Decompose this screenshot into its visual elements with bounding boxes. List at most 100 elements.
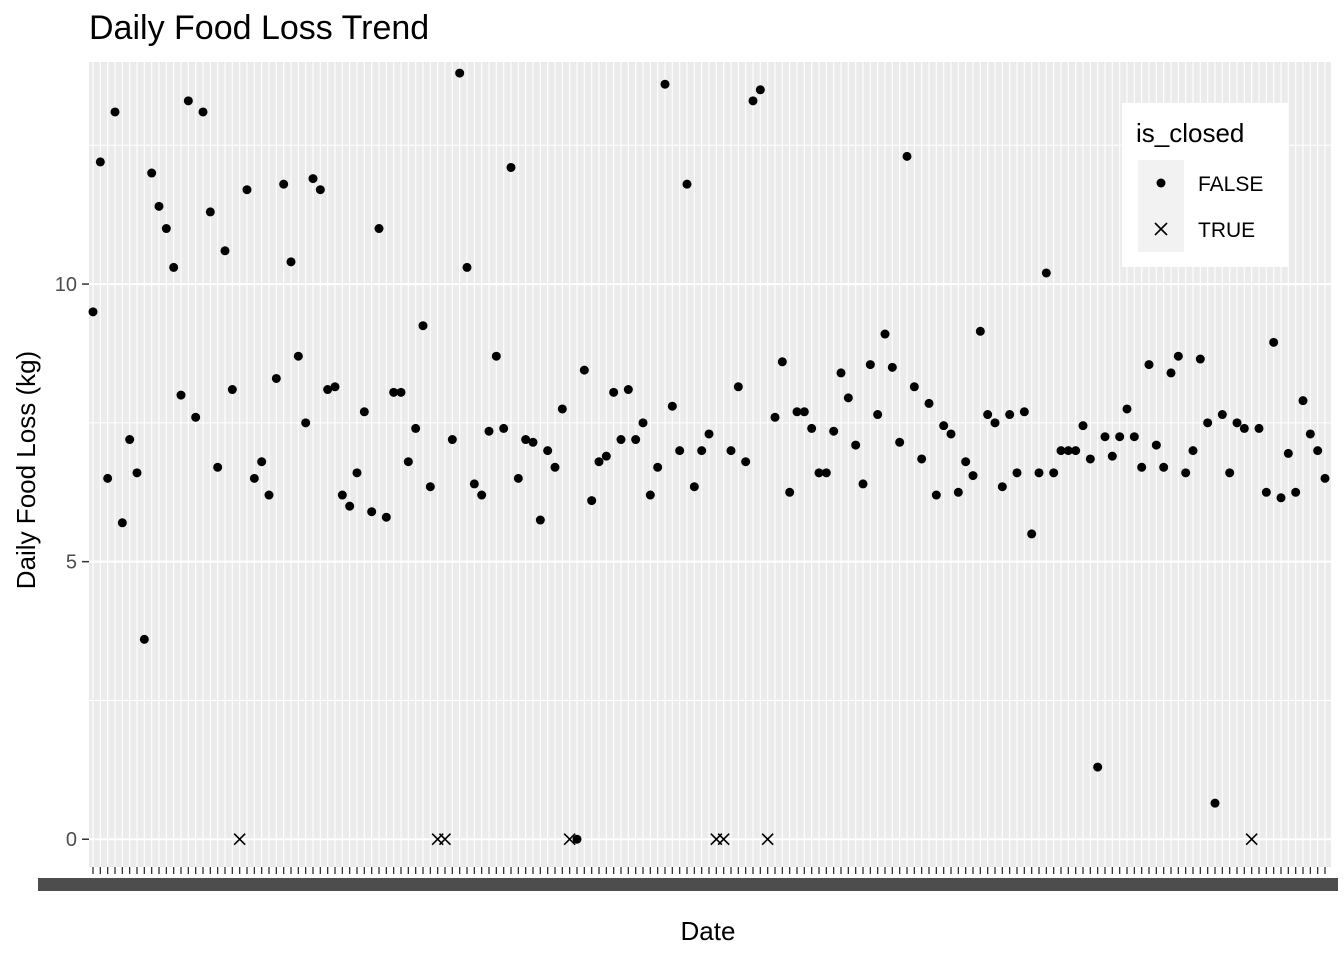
data-point-open bbox=[682, 179, 692, 189]
data-point-open bbox=[147, 168, 157, 178]
data-point-open bbox=[675, 446, 685, 456]
data-point-open bbox=[748, 96, 758, 106]
data-point-open bbox=[829, 426, 839, 436]
data-point-open bbox=[198, 107, 208, 117]
data-point-open bbox=[697, 446, 707, 456]
data-point-open bbox=[521, 435, 531, 445]
data-point-open bbox=[601, 451, 611, 461]
data-point-open bbox=[1239, 423, 1249, 433]
data-point-open bbox=[389, 387, 399, 397]
data-point-open bbox=[1034, 468, 1044, 478]
data-point-open bbox=[1151, 440, 1161, 450]
data-point-open bbox=[1115, 432, 1125, 442]
data-point-open bbox=[741, 457, 751, 467]
data-point-open bbox=[337, 490, 347, 500]
data-point-open bbox=[917, 454, 927, 464]
x-tick-labels-overlap bbox=[38, 878, 1338, 891]
data-point-open bbox=[821, 468, 831, 478]
data-point-open bbox=[425, 482, 435, 492]
data-point-open bbox=[704, 429, 714, 439]
data-point-open bbox=[1071, 446, 1081, 456]
data-point-open bbox=[1063, 446, 1073, 456]
data-point-open bbox=[946, 429, 956, 439]
data-point-open bbox=[667, 401, 677, 411]
data-point-open bbox=[88, 307, 98, 317]
data-point-open bbox=[403, 457, 413, 467]
legend-circle-icon bbox=[1156, 178, 1166, 188]
data-point-open bbox=[755, 85, 765, 95]
data-point-open bbox=[953, 487, 963, 497]
data-point-open bbox=[836, 368, 846, 378]
data-point-open bbox=[1056, 446, 1066, 456]
data-point-open bbox=[1276, 493, 1286, 503]
data-point-open bbox=[491, 351, 501, 361]
data-point-open bbox=[961, 457, 971, 467]
data-point-open bbox=[132, 468, 142, 478]
data-point-open bbox=[279, 179, 289, 189]
data-point-open bbox=[359, 407, 369, 417]
y-axis: 0 5 10 bbox=[55, 274, 89, 851]
data-point-open bbox=[103, 473, 113, 483]
data-point-open bbox=[447, 435, 457, 445]
y-axis-title: Daily Food Loss (kg) bbox=[11, 351, 41, 589]
data-point-open bbox=[1225, 468, 1235, 478]
data-point-open bbox=[367, 507, 377, 517]
data-point-open bbox=[469, 479, 479, 489]
data-point-open bbox=[1173, 351, 1183, 361]
data-point-open bbox=[110, 107, 120, 117]
y-tick-label: 0 bbox=[66, 829, 77, 851]
data-point-open bbox=[1283, 448, 1293, 458]
data-point-open bbox=[176, 390, 186, 400]
data-point-open bbox=[1210, 798, 1220, 808]
data-point-open bbox=[213, 462, 223, 472]
data-point-open bbox=[1129, 432, 1139, 442]
data-point-open bbox=[323, 385, 333, 395]
chart-title: Daily Food Loss Trend bbox=[89, 9, 429, 47]
data-point-open bbox=[535, 515, 545, 525]
legend-label-false: FALSE bbox=[1198, 173, 1263, 196]
data-point-open bbox=[271, 373, 281, 383]
data-point-open bbox=[220, 246, 230, 256]
data-point-open bbox=[477, 490, 487, 500]
data-point-open bbox=[345, 501, 355, 511]
data-point-open bbox=[191, 412, 201, 422]
data-point-open bbox=[528, 437, 538, 447]
data-point-open bbox=[1269, 337, 1279, 347]
data-point-open bbox=[1093, 762, 1103, 772]
data-point-open bbox=[623, 385, 633, 395]
data-point-open bbox=[843, 393, 853, 403]
data-point-open bbox=[887, 362, 897, 372]
data-point-open bbox=[411, 423, 421, 433]
data-point-open bbox=[814, 468, 824, 478]
legend-cross-icon bbox=[1154, 222, 1168, 236]
data-point-open bbox=[374, 224, 384, 234]
data-point-open bbox=[1232, 418, 1242, 428]
data-point-open bbox=[653, 462, 663, 472]
data-point-open bbox=[1019, 407, 1029, 417]
data-point-open bbox=[484, 426, 494, 436]
data-point-open bbox=[770, 412, 780, 422]
data-point-open bbox=[1195, 354, 1205, 364]
data-point-open bbox=[543, 446, 553, 456]
data-point-open bbox=[1078, 421, 1088, 431]
x-axis bbox=[38, 867, 1338, 891]
data-point-open bbox=[895, 437, 905, 447]
data-point-open bbox=[1313, 446, 1323, 456]
data-point-open bbox=[1291, 487, 1301, 497]
legend-label-true: TRUE bbox=[1198, 219, 1255, 242]
data-point-open bbox=[1298, 396, 1308, 406]
data-point-open bbox=[293, 351, 303, 361]
data-point-open bbox=[689, 482, 699, 492]
data-point-open bbox=[249, 473, 259, 483]
data-point-open bbox=[308, 174, 318, 184]
data-point-open bbox=[125, 435, 135, 445]
data-point-open bbox=[1203, 418, 1213, 428]
data-point-open bbox=[418, 321, 428, 331]
data-point-open bbox=[873, 410, 883, 420]
data-point-open bbox=[902, 151, 912, 161]
data-point-open bbox=[645, 490, 655, 500]
data-point-open bbox=[1305, 429, 1315, 439]
data-point-open bbox=[330, 382, 340, 392]
data-point-open bbox=[733, 382, 743, 392]
data-point-open bbox=[997, 482, 1007, 492]
